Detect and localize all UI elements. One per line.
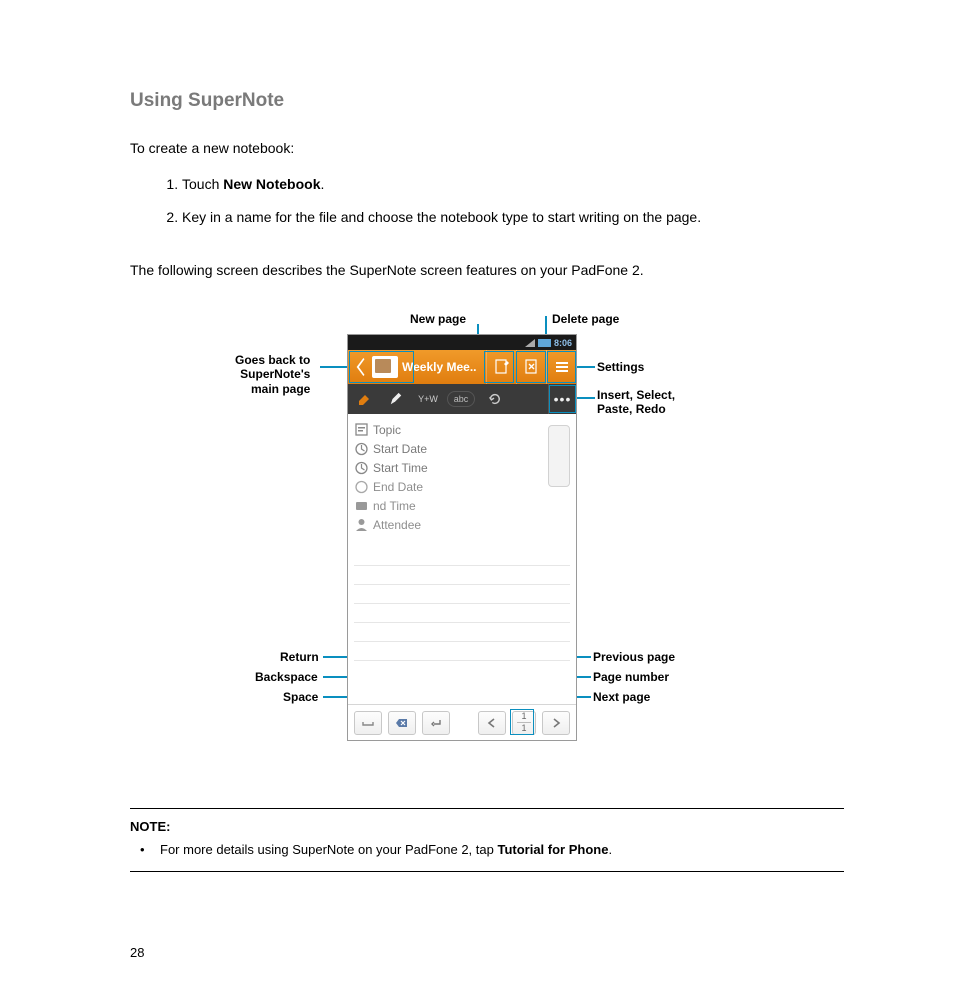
- space-key[interactable]: [354, 711, 382, 735]
- note-field-label: Start Time: [373, 461, 428, 475]
- clock-icon: [354, 479, 369, 494]
- callout-space: Space: [283, 690, 318, 704]
- clock-icon: [354, 460, 369, 475]
- attendee-icon: [354, 517, 369, 532]
- callout-line: [575, 397, 595, 399]
- scroll-thumb[interactable]: [548, 425, 570, 487]
- topic-icon: [354, 422, 369, 437]
- callout-new-page: New page: [410, 312, 466, 326]
- callout-return: Return: [280, 650, 319, 664]
- note-field: End Date: [354, 477, 570, 496]
- callout-line: [320, 366, 350, 368]
- note-box: NOTE: For more details using SuperNote o…: [130, 808, 844, 872]
- step-item: Key in a name for the file and choose th…: [182, 207, 844, 228]
- note-field-label: Topic: [373, 423, 401, 437]
- new-page-button[interactable]: [486, 350, 516, 384]
- clock-icon: [354, 441, 369, 456]
- step-text: Touch: [182, 176, 223, 192]
- note-field: Attendee: [354, 515, 570, 534]
- note-field-label: Attendee: [373, 518, 421, 532]
- note-field: Start Time: [354, 458, 570, 477]
- note-item: For more details using SuperNote on your…: [136, 842, 844, 857]
- title-bar: Weekly Mee..: [348, 350, 576, 384]
- redo-tool[interactable]: [478, 384, 510, 414]
- note-field-label: End Date: [373, 480, 423, 494]
- note-bold: Tutorial for Phone: [497, 842, 608, 857]
- note-suffix: .: [608, 842, 612, 857]
- text-tool[interactable]: Y+W: [412, 384, 444, 414]
- ruled-lines: [354, 565, 570, 696]
- tool-bar: Y+W abc •••: [348, 384, 576, 414]
- page-number: 28: [130, 945, 144, 960]
- step-bold: New Notebook: [223, 176, 320, 192]
- card-icon: [354, 498, 369, 513]
- callout-delete-page: Delete page: [552, 312, 619, 326]
- callout-backspace: Backspace: [255, 670, 318, 684]
- delete-page-button[interactable]: [516, 350, 546, 384]
- section-title: Using SuperNote: [130, 90, 844, 112]
- intro-text: To create a new notebook:: [130, 140, 844, 156]
- step-text: Key in a name for the file and choose th…: [182, 209, 701, 225]
- step-suffix: .: [320, 176, 324, 192]
- status-time: 8:06: [554, 338, 572, 348]
- description-text: The following screen describes the Super…: [130, 262, 844, 278]
- annotated-diagram: New page Delete page Goes back to SuperN…: [137, 298, 837, 768]
- callout-settings: Settings: [597, 360, 644, 374]
- eraser-tool[interactable]: [348, 384, 380, 414]
- phone-screenshot: 8:06 Weekly Mee..: [347, 334, 577, 741]
- step-item: Touch New Notebook.: [182, 174, 844, 195]
- callout-previous: Previous page: [593, 650, 675, 664]
- pen-tool[interactable]: [380, 384, 412, 414]
- status-bar: 8:06: [348, 335, 576, 350]
- steps-list: Touch New Notebook. Key in a name for th…: [182, 174, 844, 228]
- page-current: 1: [517, 712, 530, 723]
- more-button[interactable]: •••: [548, 384, 576, 414]
- notebook-icon: [372, 356, 398, 378]
- return-key[interactable]: [422, 711, 450, 735]
- bottom-bar: 1 1: [348, 704, 576, 740]
- note-body: Topic Start Date Start Time End Date nd …: [348, 414, 576, 534]
- signal-icon: [525, 339, 535, 347]
- abc-tool[interactable]: abc: [447, 391, 475, 407]
- page-total: 1: [521, 723, 526, 733]
- note-field: Start Date: [354, 439, 570, 458]
- battery-icon: [538, 339, 551, 347]
- settings-button[interactable]: [546, 350, 576, 384]
- callout-insert: Insert, Select, Paste, Redo: [597, 388, 675, 417]
- back-button[interactable]: [348, 350, 372, 384]
- next-page-button[interactable]: [542, 711, 570, 735]
- callout-next: Next page: [593, 690, 650, 704]
- backspace-key[interactable]: [388, 711, 416, 735]
- notebook-title: Weekly Mee..: [402, 360, 476, 374]
- note-text: For more details using SuperNote on your…: [160, 842, 497, 857]
- note-field-label: nd Time: [373, 499, 416, 513]
- callout-page-number: Page number: [593, 670, 669, 684]
- prev-page-button[interactable]: [478, 711, 506, 735]
- page-number-display[interactable]: 1 1: [512, 711, 536, 735]
- callout-goes-back: Goes back to SuperNote's main page: [235, 353, 310, 396]
- note-field: Topic: [354, 420, 570, 439]
- callout-line: [575, 366, 595, 368]
- note-heading: NOTE:: [130, 819, 844, 834]
- note-field-label: Start Date: [373, 442, 427, 456]
- note-field: nd Time: [354, 496, 570, 515]
